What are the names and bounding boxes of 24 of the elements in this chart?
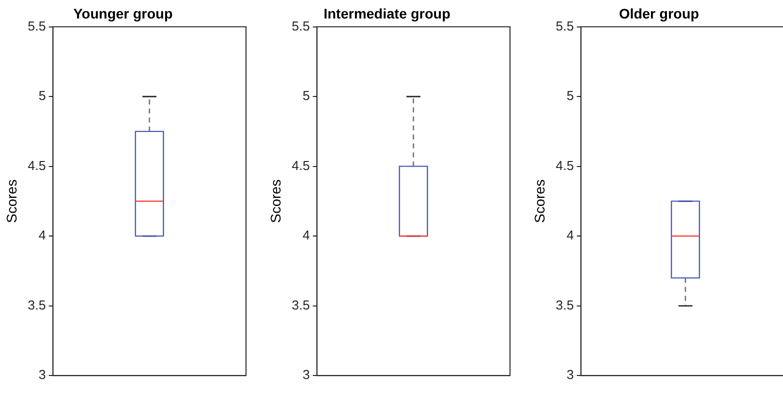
y-axis-title: Scores <box>3 179 20 223</box>
y-tick-label: 3.5 <box>292 297 310 312</box>
y-tick-label: 5 <box>38 88 46 104</box>
chart-title: Older group <box>618 5 700 22</box>
y-tick-label: 4 <box>566 228 574 243</box>
y-tick-label: 3.5 <box>556 297 574 312</box>
y-tick-label: 5 <box>302 88 310 104</box>
y-tick-label: 5.5 <box>28 18 46 34</box>
y-tick-label: 3 <box>302 367 310 382</box>
y-tick-label: 4.5 <box>292 158 310 173</box>
y-tick-label: 3 <box>566 367 574 382</box>
y-tick-label: 4.5 <box>556 158 574 173</box>
y-tick-label: 5 <box>566 88 574 104</box>
y-tick-label: 3 <box>38 367 46 382</box>
y-tick-label: 4.5 <box>28 158 46 173</box>
y-tick-label: 3.5 <box>28 297 46 312</box>
chart-title: Intermediate group <box>324 5 450 22</box>
y-tick-label: 4 <box>302 228 310 243</box>
y-tick-label: 4 <box>38 228 46 243</box>
y-axis-title: Scores <box>267 179 284 223</box>
y-tick-label: 5.5 <box>556 18 574 34</box>
y-tick-label: 5.5 <box>292 18 310 34</box>
chart-title: Younger group <box>73 5 173 22</box>
y-axis-title: Scores <box>531 179 548 223</box>
